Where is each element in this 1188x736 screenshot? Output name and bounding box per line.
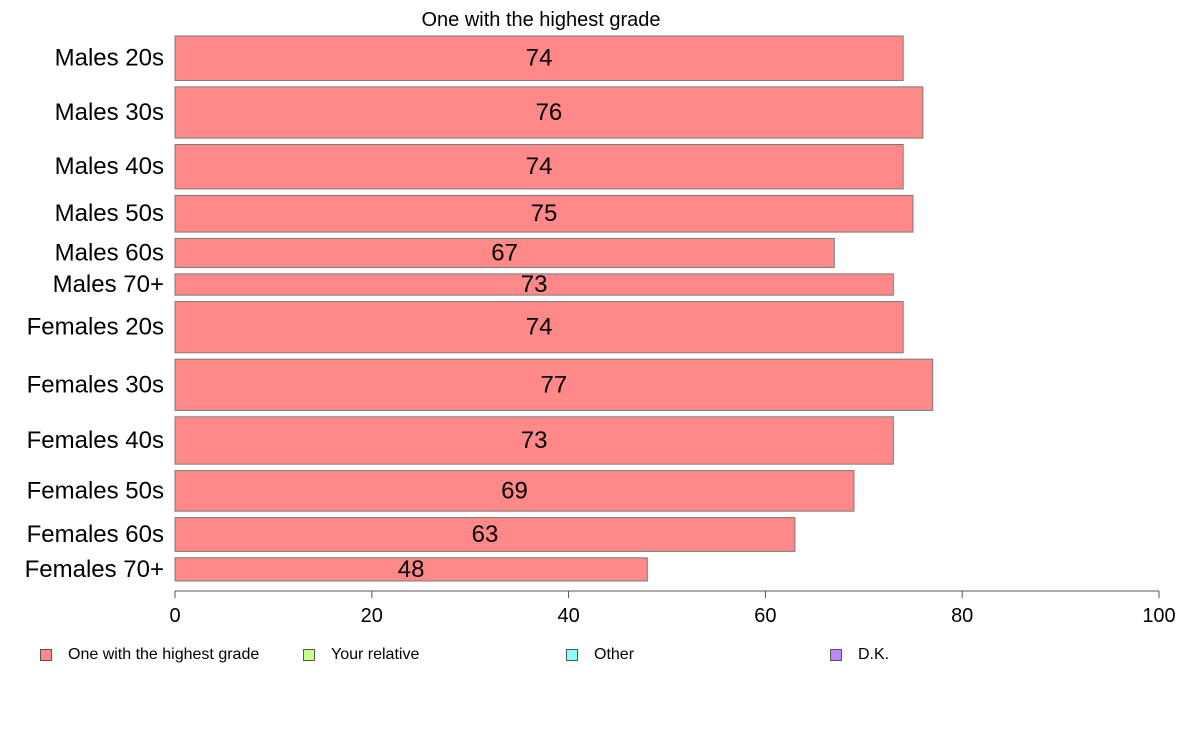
category-label-females-50s: Females 50s bbox=[27, 477, 164, 504]
category-label-males-40s: Males 40s bbox=[55, 153, 164, 180]
bar-males-50s bbox=[174, 194, 914, 233]
legend-label: D.K. bbox=[858, 646, 890, 663]
legend: One with the highest grade Your relative… bbox=[0, 645, 1188, 669]
data-label-males-40s: 74 bbox=[526, 153, 553, 180]
bar-males-60s bbox=[174, 237, 835, 268]
data-label-females-50s: 69 bbox=[501, 477, 528, 504]
x-tick-label-80: 80 bbox=[951, 605, 973, 627]
bar-males-70plus bbox=[174, 273, 894, 296]
data-label-males-20s: 74 bbox=[526, 45, 553, 72]
bar-females-60s bbox=[174, 517, 796, 552]
data-label-females-20s: 74 bbox=[526, 314, 553, 341]
x-tick-label-40: 40 bbox=[557, 605, 579, 627]
legend-item-your-relative: Your relative bbox=[303, 645, 419, 665]
x-tick-label-60: 60 bbox=[754, 605, 776, 627]
x-tick-label-100: 100 bbox=[1142, 605, 1175, 627]
data-label-males-60s: 67 bbox=[491, 239, 518, 266]
category-label-females-20s: Females 20s bbox=[27, 314, 164, 341]
legend-item-dk: D.K. bbox=[830, 645, 889, 665]
data-label-males-70plus: 73 bbox=[521, 271, 548, 298]
data-label-females-40s: 73 bbox=[521, 427, 548, 454]
legend-swatch-other bbox=[566, 649, 578, 661]
category-label-males-50s: Males 50s bbox=[55, 200, 164, 227]
legend-label: Your relative bbox=[331, 646, 420, 663]
legend-label: One with the highest grade bbox=[68, 646, 260, 663]
x-axis: 0 20 40 60 80 100 bbox=[169, 590, 1176, 627]
bar-females-30s bbox=[174, 358, 934, 411]
legend-swatch-your-relative bbox=[303, 649, 315, 661]
category-label-females-40s: Females 40s bbox=[27, 427, 164, 454]
x-tick-label-0: 0 bbox=[169, 605, 180, 627]
bar-females-40s bbox=[174, 416, 894, 465]
data-label-males-50s: 75 bbox=[531, 200, 558, 227]
bar-males-20s bbox=[174, 35, 904, 81]
data-label-females-60s: 63 bbox=[472, 521, 499, 548]
category-label-females-30s: Females 30s bbox=[27, 371, 164, 398]
category-label-males-20s: Males 20s bbox=[55, 45, 164, 72]
bar-males-30s bbox=[174, 86, 924, 139]
legend-label: Other bbox=[594, 646, 635, 663]
legend-item-other: Other bbox=[566, 645, 634, 665]
bar-males-40s bbox=[174, 143, 904, 190]
category-label-males-30s: Males 30s bbox=[55, 99, 164, 126]
legend-item-highest-grade: One with the highest grade bbox=[40, 645, 259, 665]
legend-swatch-dk bbox=[830, 649, 842, 661]
data-label-males-30s: 76 bbox=[536, 99, 563, 126]
bars-group: Males 20s 74 Males 30s 76 Males 40s 74 Males 5… bbox=[25, 35, 934, 583]
category-label-males-70plus: Males 70+ bbox=[53, 271, 164, 298]
category-label-females-70plus: Females 70+ bbox=[25, 556, 164, 583]
bar-females-70plus bbox=[174, 557, 648, 582]
category-label-males-60s: Males 60s bbox=[55, 239, 164, 266]
chart-title: One with the highest grade bbox=[421, 9, 660, 31]
category-label-females-60s: Females 60s bbox=[27, 521, 164, 548]
data-label-females-30s: 77 bbox=[540, 371, 567, 398]
x-tick-label-20: 20 bbox=[361, 605, 383, 627]
chart: One with the highest grade Males 20s 74Ma… bbox=[25, 9, 1176, 627]
bar-females-50s bbox=[174, 470, 855, 512]
legend-swatch-highest-grade bbox=[40, 649, 52, 661]
data-label-females-70plus: 48 bbox=[398, 556, 425, 583]
bar-females-20s bbox=[174, 301, 904, 354]
